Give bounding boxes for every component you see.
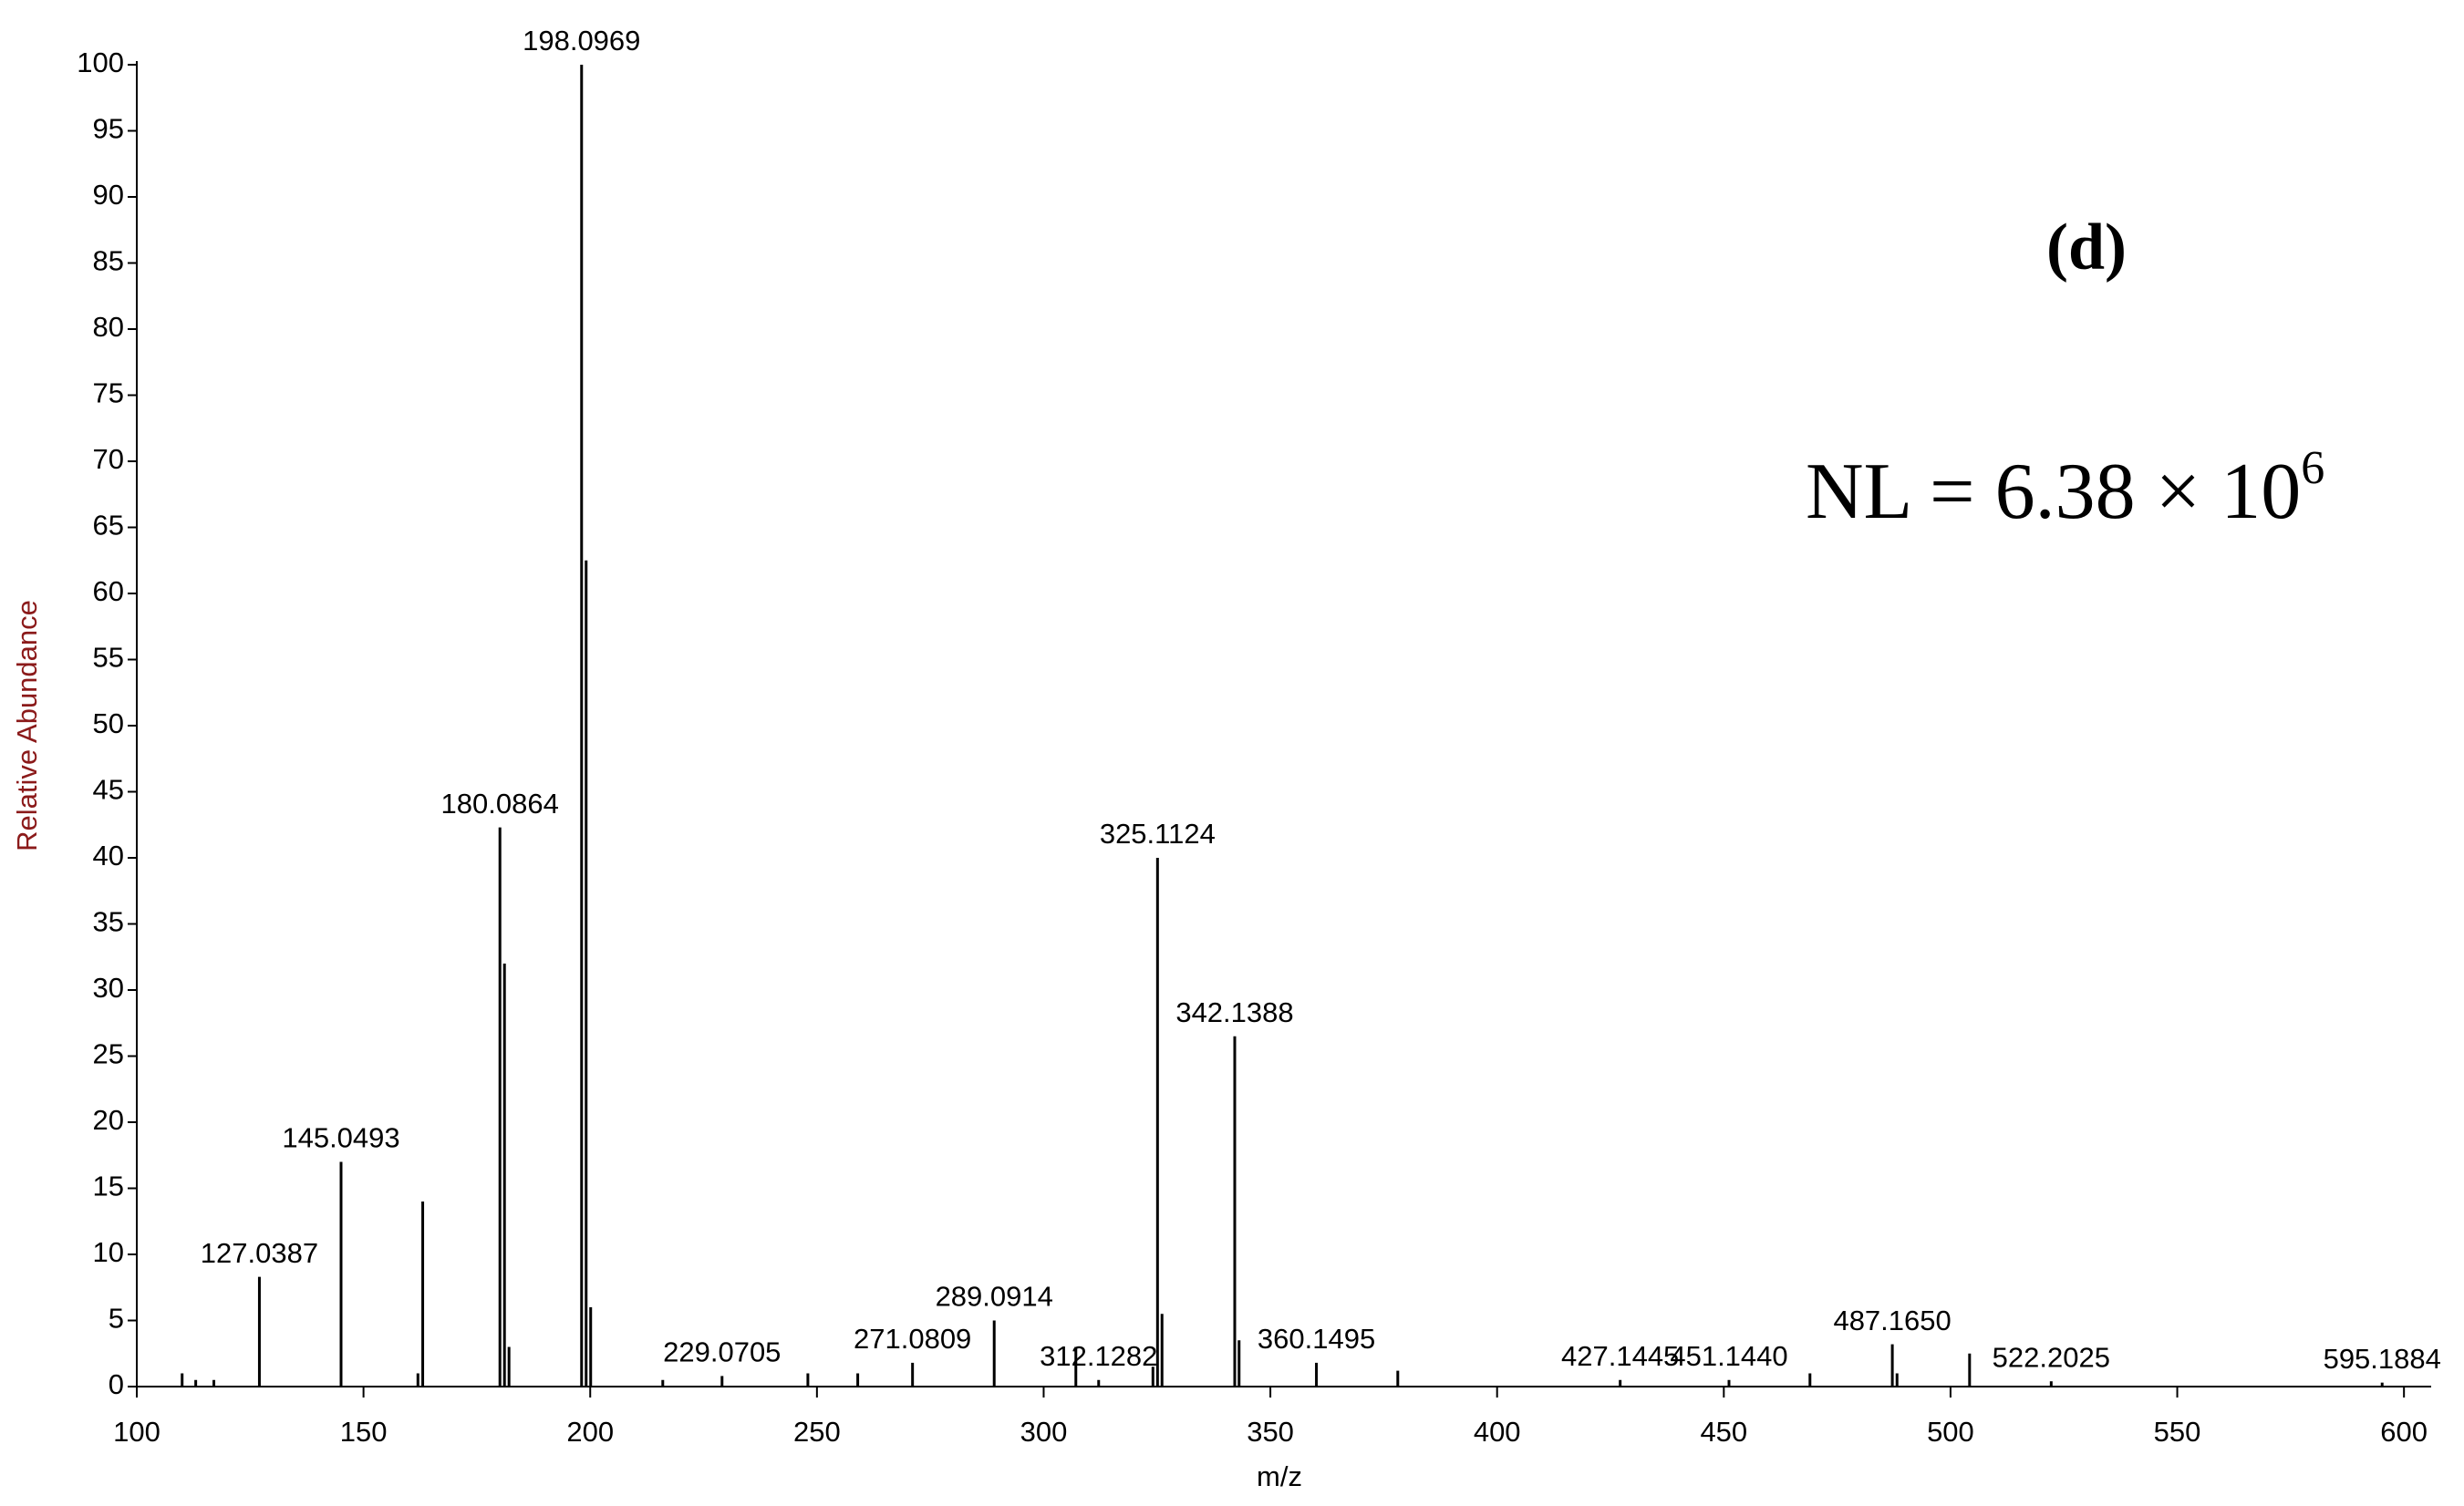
y-tick-label: 45 [93,774,124,806]
nl-text: NL = 6.38 × 10 [1806,448,2301,536]
y-tick-label: 75 [93,377,124,409]
x-tick-label: 150 [340,1416,388,1448]
x-tick-label: 200 [566,1416,614,1448]
nl-exponent: 6 [2301,442,2324,494]
panel-label: (d) [2046,211,2127,284]
peak-label: 127.0387 [201,1237,318,1269]
x-tick-label: 300 [1020,1416,1068,1448]
peak-label: 198.0969 [523,25,640,57]
x-tick-label: 400 [1474,1416,1521,1448]
y-tick-label: 40 [93,840,124,872]
y-tick-label: 85 [93,245,124,277]
peak-label: 595.1884 [2324,1343,2441,1375]
peak-label: 360.1495 [1258,1323,1375,1355]
y-axis-title: Relative Abundance [11,600,43,851]
y-tick-label: 70 [93,443,124,475]
x-tick-label: 350 [1247,1416,1294,1448]
peak-label: 145.0493 [282,1122,399,1154]
peak-label: 312.1282 [1040,1340,1157,1372]
x-axis-title: m/z [1257,1460,1302,1492]
peak-label: 522.2025 [1993,1341,2110,1373]
y-tick-label: 100 [77,46,124,78]
x-tick-label: 500 [1927,1416,1974,1448]
y-tick-label: 50 [93,707,124,739]
y-tick-label: 35 [93,906,124,938]
peak-label: 451.1440 [1670,1340,1787,1372]
y-tick-label: 5 [109,1303,124,1335]
peak-label: 427.1445 [1561,1340,1679,1372]
y-tick-label: 15 [93,1171,124,1202]
peak-label: 487.1650 [1833,1305,1951,1336]
y-tick-label: 90 [93,179,124,211]
peak-label: 271.0809 [854,1323,971,1355]
y-tick-label: 95 [93,113,124,145]
y-tick-label: 0 [109,1368,124,1400]
x-tick-label: 450 [1700,1416,1747,1448]
peak-label: 325.1124 [1100,818,1216,850]
normalization-label: NL = 6.38 × 106 [1806,442,2324,536]
peak-label: 289.0914 [936,1281,1053,1313]
y-tick-label: 25 [93,1038,124,1070]
y-tick-label: 65 [93,510,124,542]
x-tick-label: 550 [2154,1416,2201,1448]
x-tick-label: 600 [2380,1416,2428,1448]
peak-label: 229.0705 [663,1336,781,1368]
y-tick-label: 20 [93,1104,124,1136]
x-tick-label: 100 [113,1416,160,1448]
y-tick-label: 10 [93,1236,124,1268]
peak-label: 180.0864 [441,788,559,820]
x-tick-label: 250 [793,1416,841,1448]
y-tick-label: 55 [93,642,124,674]
y-tick-label: 80 [93,311,124,343]
peak-label: 342.1388 [1175,996,1293,1028]
y-tick-label: 60 [93,575,124,607]
y-tick-label: 30 [93,972,124,1004]
